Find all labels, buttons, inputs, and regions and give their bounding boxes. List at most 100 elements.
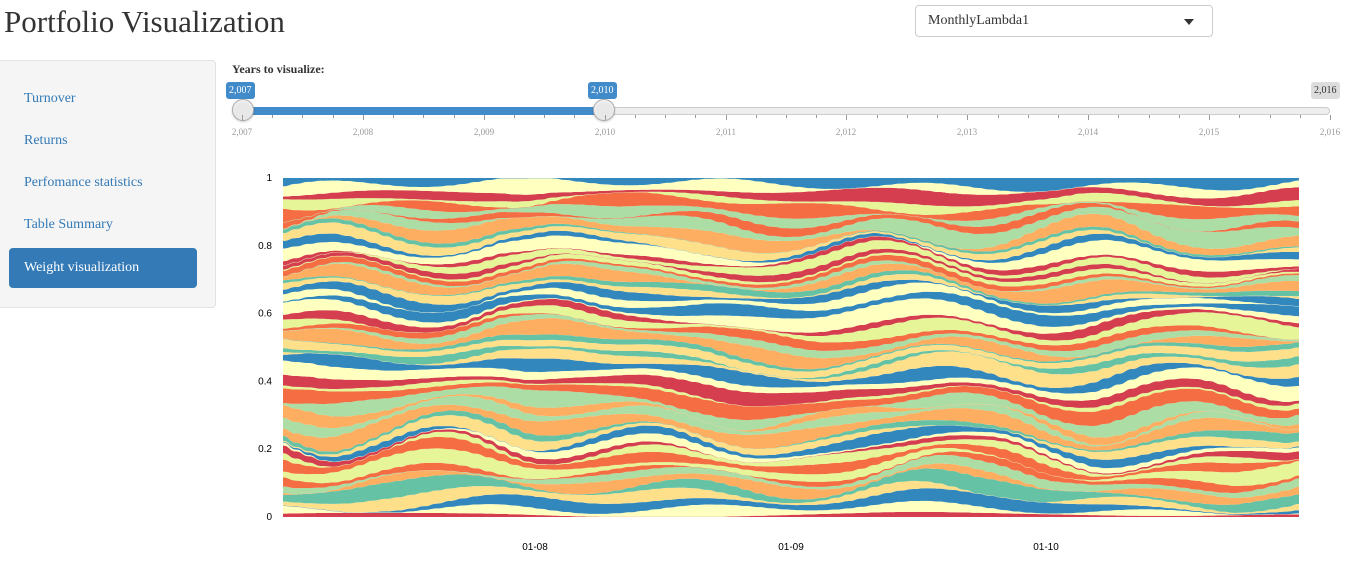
stream-layer bbox=[283, 463, 1299, 505]
stream-layer bbox=[283, 282, 1299, 316]
slider-tick bbox=[998, 115, 999, 118]
slider-tick bbox=[423, 115, 424, 118]
y-axis: 0 0.2 0.4 0.6 0.8 1 bbox=[258, 173, 272, 523]
stream-layer bbox=[283, 178, 1299, 192]
slider-tick bbox=[907, 115, 908, 118]
y-tick-label: 0.4 bbox=[258, 376, 272, 387]
slider-tick bbox=[1179, 115, 1180, 118]
sidebar-item-turnover[interactable]: Turnover bbox=[24, 91, 76, 106]
stream-layer bbox=[283, 235, 1299, 272]
dataset-select[interactable]: MonthlyLambda1 bbox=[915, 5, 1213, 37]
stream-layer bbox=[283, 263, 1299, 304]
stream-layer bbox=[283, 298, 1299, 334]
sidebar-item-returns[interactable]: Returns bbox=[24, 133, 68, 148]
stream-layer bbox=[283, 382, 1299, 426]
stream-layer bbox=[283, 429, 1299, 475]
stream-layer bbox=[283, 410, 1299, 455]
stream-layer bbox=[283, 480, 1299, 515]
slider-tick bbox=[514, 115, 515, 118]
slider-tick-label: 2,012 bbox=[835, 127, 857, 137]
slider-tick bbox=[484, 115, 485, 120]
stream-layer bbox=[283, 353, 1299, 394]
slider-tick-label: 2,016 bbox=[1319, 127, 1341, 137]
slider-tick-label: 2,013 bbox=[956, 127, 978, 137]
slider-ticks: 2,007 2,008 2,009 2,010 2,011 2,012 2,013 2,014… bbox=[232, 115, 1340, 137]
slider-tick bbox=[635, 115, 636, 118]
stream-layer bbox=[283, 191, 1299, 215]
stream-layer bbox=[283, 201, 1299, 232]
stream-layer bbox=[283, 318, 1299, 370]
stream-layer bbox=[283, 260, 1299, 292]
stream-layer bbox=[283, 334, 1299, 372]
slider-selected-range bbox=[242, 107, 604, 115]
slider-tick bbox=[363, 115, 364, 120]
slider-tick-label: 2,014 bbox=[1077, 127, 1099, 137]
stream-layer bbox=[283, 252, 1299, 287]
stream-layer bbox=[283, 468, 1299, 513]
stream-layer bbox=[283, 500, 1299, 517]
sidebar-nav: Turnover Returns Perfomance statistics T… bbox=[0, 60, 216, 308]
weight-streamgraph: 0 0.2 0.4 0.6 0.8 1 01-08 01-09 01-10 bbox=[258, 173, 1299, 553]
stream-layer bbox=[283, 222, 1299, 262]
slider-tick bbox=[393, 115, 394, 118]
slider-tick bbox=[1209, 115, 1210, 120]
slider-tick-label: 2,009 bbox=[473, 127, 495, 137]
stream-layer bbox=[283, 206, 1299, 250]
stream-layer bbox=[283, 345, 1299, 380]
stream-layer bbox=[283, 374, 1299, 408]
y-tick-label: 1 bbox=[266, 173, 272, 184]
stream-layer bbox=[283, 451, 1299, 494]
slider-tick bbox=[695, 115, 696, 118]
years-range-slider[interactable]: 2,007 2,010 2,016 2,007 2,008 2,009 2,010 2,… bbox=[226, 82, 1340, 142]
stream-layer bbox=[283, 213, 1299, 256]
slider-tick bbox=[272, 115, 273, 118]
slider-tick bbox=[1058, 115, 1059, 118]
stream-layer bbox=[283, 379, 1299, 412]
slider-tick bbox=[454, 115, 455, 118]
stream-layer bbox=[283, 415, 1299, 460]
stream-layer bbox=[283, 511, 1299, 517]
slider-tick-label: 2,011 bbox=[716, 127, 736, 137]
sidebar-item-performance-statistics[interactable]: Perfomance statistics bbox=[24, 175, 143, 190]
slider-tick bbox=[1088, 115, 1089, 120]
sidebar-item-table-summary[interactable]: Table Summary bbox=[24, 217, 113, 232]
slider-from-handle[interactable] bbox=[232, 99, 254, 121]
slider-tick bbox=[1118, 115, 1119, 118]
slider-tick bbox=[302, 115, 303, 118]
stream-layer bbox=[283, 291, 1299, 327]
stream-layer bbox=[283, 404, 1299, 452]
slider-tick bbox=[726, 115, 727, 120]
stream-layer bbox=[283, 348, 1299, 389]
slider-tick bbox=[846, 115, 847, 120]
slider-tick bbox=[333, 115, 334, 118]
slider-tick bbox=[1239, 115, 1240, 118]
slider-tick-label: 2,015 bbox=[1198, 127, 1220, 137]
stream-layers bbox=[283, 178, 1299, 517]
stream-layer bbox=[283, 360, 1299, 403]
slider-tick bbox=[605, 115, 606, 120]
stream-layer bbox=[283, 218, 1299, 258]
x-tick-label: 01-09 bbox=[778, 542, 804, 553]
y-tick-label: 0.6 bbox=[258, 309, 272, 320]
stream-layer bbox=[283, 488, 1299, 515]
slider-to-handle[interactable] bbox=[593, 99, 615, 121]
stream-layer bbox=[283, 230, 1299, 263]
sidebar-item-weight-visualization[interactable]: Weight visualization bbox=[9, 248, 197, 288]
stream-layer bbox=[283, 447, 1299, 486]
slider-to-label: 2,010 bbox=[588, 82, 617, 99]
slider-tick bbox=[665, 115, 666, 118]
slider-tick bbox=[574, 115, 575, 118]
stream-layer bbox=[283, 274, 1299, 306]
stream-layer bbox=[283, 279, 1299, 314]
x-tick-label: 01-08 bbox=[522, 542, 548, 553]
stream-layer bbox=[283, 305, 1299, 346]
slider-tick-label: 2,008 bbox=[352, 127, 374, 137]
slider-tick bbox=[877, 115, 878, 118]
slider-tick bbox=[1028, 115, 1029, 118]
stream-layer bbox=[283, 240, 1299, 284]
slider-tick-label: 2,010 bbox=[594, 127, 616, 137]
slider-from-label: 2,007 bbox=[226, 82, 255, 99]
stream-layer bbox=[283, 314, 1299, 359]
y-tick-label: 0 bbox=[266, 512, 272, 523]
x-axis: 01-08 01-09 01-10 bbox=[522, 542, 1059, 553]
